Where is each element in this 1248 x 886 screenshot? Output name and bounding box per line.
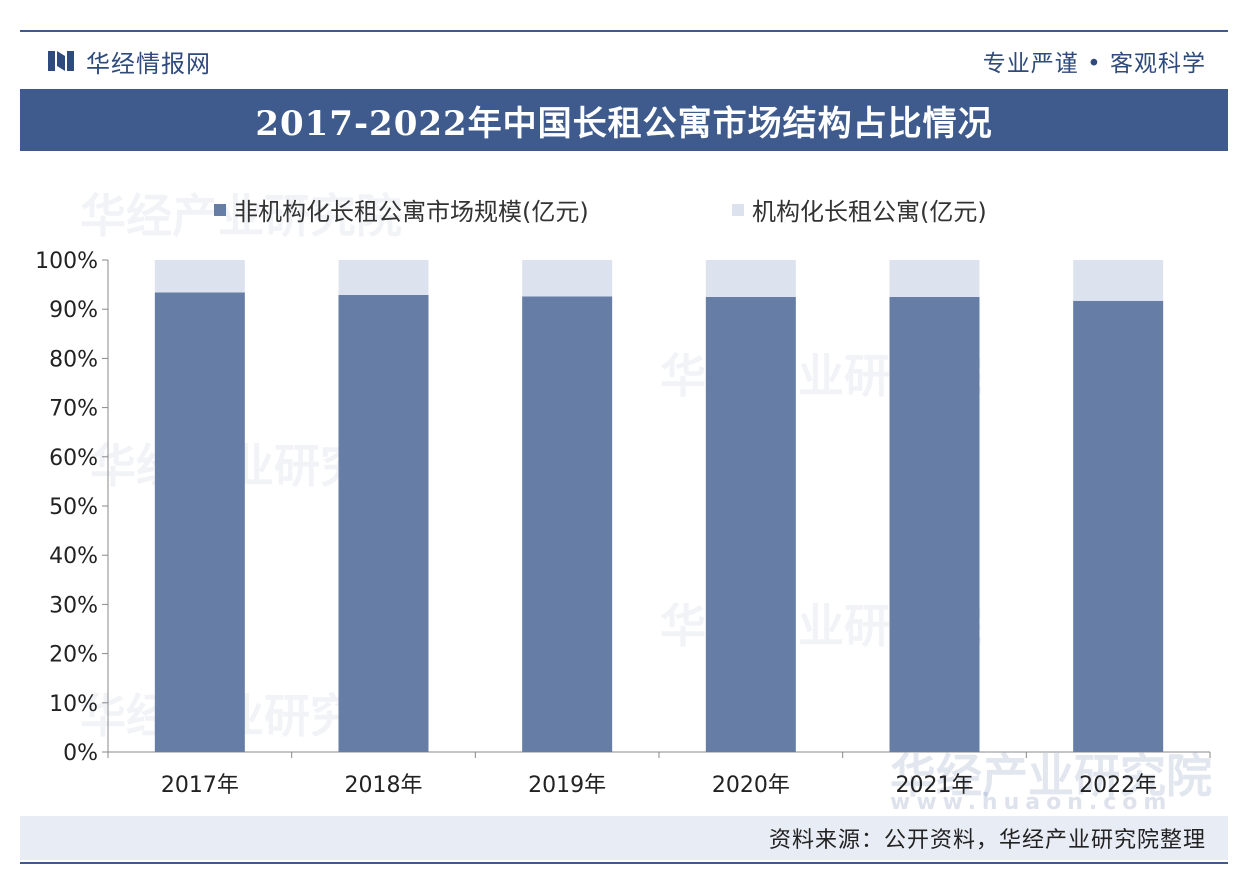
y-tick-label: 90%	[49, 298, 98, 323]
title-bar: 2017-2022年中国长租公寓市场结构占比情况	[20, 89, 1228, 151]
bar-non-institutional	[705, 296, 796, 752]
x-tick-label: 2019年	[528, 773, 606, 798]
y-tick-label: 70%	[49, 397, 98, 422]
bar-non-institutional	[154, 292, 245, 752]
bar-non-institutional	[338, 294, 429, 752]
y-tick-label: 0%	[63, 741, 98, 766]
x-tick-label: 2021年	[896, 773, 974, 798]
y-tick-label: 80%	[49, 347, 98, 372]
y-tick-label: 20%	[49, 643, 98, 668]
legend-label: 非机构化长租公寓市场规模(亿元)	[234, 198, 589, 226]
top-frame-line	[20, 30, 1228, 32]
y-tick-label: 60%	[49, 446, 98, 471]
legend-swatch	[214, 204, 226, 216]
bar-non-institutional	[522, 296, 613, 752]
chart-title: 2017-2022年中国长租公寓市场结构占比情况	[255, 103, 993, 144]
bar-institutional	[522, 260, 613, 297]
x-tick-label: 2020年	[712, 773, 790, 798]
bar-institutional	[889, 260, 980, 297]
y-tick-label: 30%	[49, 593, 98, 618]
bar-institutional	[338, 260, 429, 295]
bar-institutional	[154, 260, 245, 293]
x-tick-label: 2017年	[161, 773, 239, 798]
legend-swatch	[732, 204, 744, 216]
brand: 华经情报网	[20, 44, 211, 79]
bar-institutional	[1073, 260, 1164, 301]
source-note: 资料来源：公开资料，华经产业研究院整理	[768, 828, 1206, 853]
y-tick-label: 40%	[49, 544, 98, 569]
x-tick-label: 2018年	[345, 773, 423, 798]
x-tick-label: 2022年	[1079, 773, 1157, 798]
y-tick-label: 50%	[49, 495, 98, 520]
bar-non-institutional	[1073, 300, 1164, 752]
y-tick-label: 100%	[35, 249, 98, 274]
footer-bar: 资料来源：公开资料，华经产业研究院整理	[20, 816, 1228, 860]
brand-name: 华经情报网	[86, 49, 211, 78]
brand-logo-icon	[48, 51, 74, 71]
bar-institutional	[705, 260, 796, 297]
bar-non-institutional	[889, 296, 980, 752]
slogan: 专业严谨 • 客观科学	[982, 51, 1206, 77]
header-bar: 华经情报网 专业严谨 • 客观科学	[20, 36, 1228, 86]
legend-label: 机构化长租公寓(亿元)	[752, 198, 987, 226]
y-tick-label: 10%	[49, 692, 98, 717]
bottom-frame-line	[20, 862, 1228, 864]
